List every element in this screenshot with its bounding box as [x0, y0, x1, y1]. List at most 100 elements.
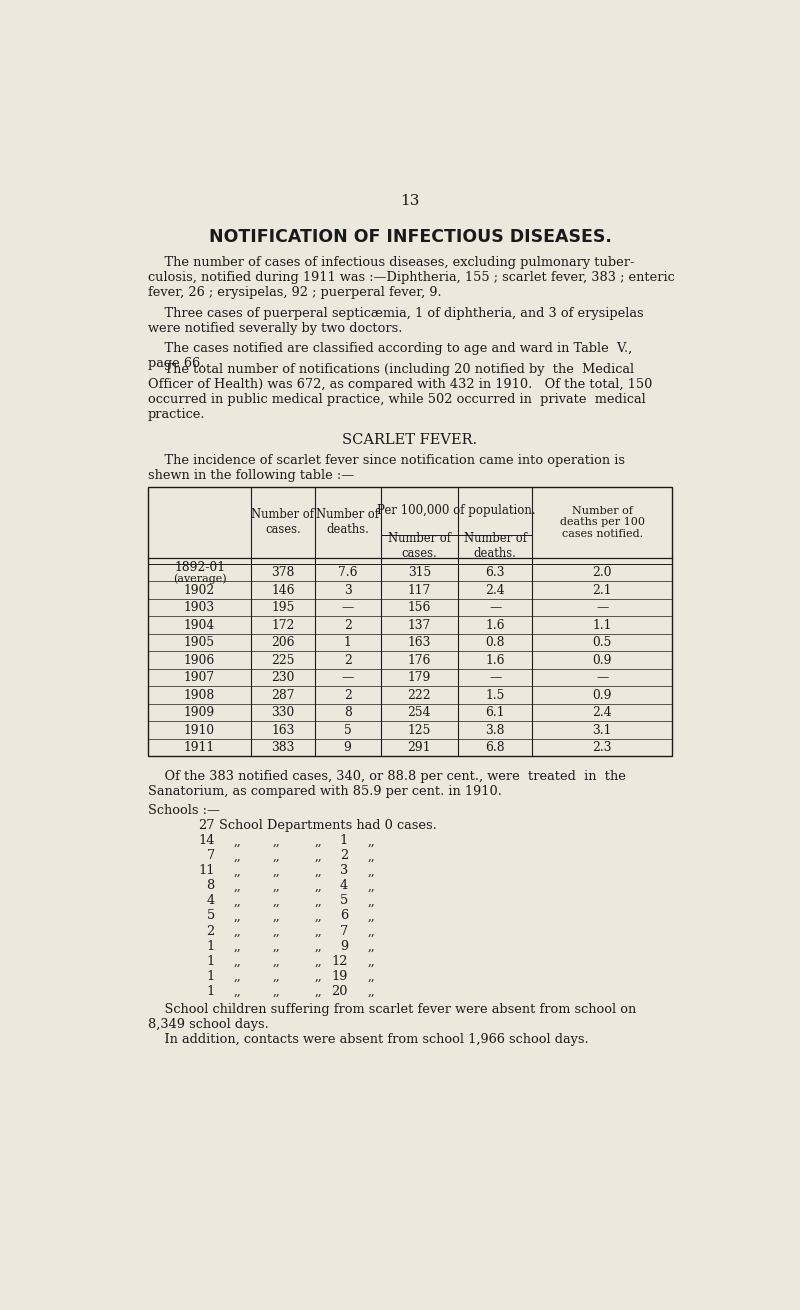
Text: 0.9: 0.9 [593, 654, 612, 667]
Text: 2: 2 [344, 618, 351, 631]
Text: 20: 20 [331, 985, 348, 998]
Text: 3.1: 3.1 [593, 723, 612, 736]
Text: 291: 291 [407, 741, 431, 755]
Text: ,,: ,, [314, 939, 322, 952]
Text: ,,: ,, [273, 969, 281, 982]
Text: 1906: 1906 [184, 654, 215, 667]
Text: 1903: 1903 [184, 601, 215, 614]
Text: 1.5: 1.5 [486, 689, 505, 702]
Text: 179: 179 [408, 671, 431, 684]
Text: 378: 378 [271, 566, 294, 579]
Text: ,,: ,, [367, 909, 375, 922]
Text: 156: 156 [408, 601, 431, 614]
Text: 6.3: 6.3 [486, 566, 505, 579]
Text: 137: 137 [408, 618, 431, 631]
Text: 3: 3 [344, 583, 351, 596]
Text: Number of
deaths per 100
cases notified.: Number of deaths per 100 cases notified. [560, 506, 645, 538]
Text: 230: 230 [271, 671, 294, 684]
Text: 4: 4 [206, 895, 214, 908]
Text: —: — [596, 601, 608, 614]
Text: 2.4: 2.4 [486, 583, 505, 596]
Text: 5: 5 [206, 909, 214, 922]
Text: ,,: ,, [314, 955, 322, 968]
Text: 1911: 1911 [184, 741, 215, 755]
Text: 2.1: 2.1 [593, 583, 612, 596]
Text: Per 100,000 of population.: Per 100,000 of population. [377, 504, 536, 517]
Text: Three cases of puerperal septicæmia, 1 of diphtheria, and 3 of erysipelas
were n: Three cases of puerperal septicæmia, 1 o… [148, 308, 644, 335]
Text: 6: 6 [340, 909, 348, 922]
Text: ,,: ,, [314, 925, 322, 938]
Text: ,,: ,, [273, 939, 281, 952]
Text: ,,: ,, [273, 865, 281, 878]
Text: 176: 176 [408, 654, 431, 667]
Text: 206: 206 [271, 637, 294, 648]
Text: 163: 163 [271, 723, 294, 736]
Text: 2.4: 2.4 [592, 706, 612, 719]
Text: ,,: ,, [234, 909, 242, 922]
Text: 7: 7 [340, 925, 348, 938]
Text: 330: 330 [271, 706, 294, 719]
Text: 1.6: 1.6 [486, 618, 505, 631]
Text: 2.3: 2.3 [593, 741, 612, 755]
Text: Schools :—: Schools :— [148, 804, 220, 817]
Text: 7: 7 [206, 849, 214, 862]
Text: Number of
cases.: Number of cases. [388, 532, 451, 561]
Text: ,,: ,, [273, 955, 281, 968]
Text: 2: 2 [344, 654, 351, 667]
Text: ,,: ,, [314, 985, 322, 998]
Text: ,,: ,, [234, 865, 242, 878]
Text: 1.6: 1.6 [486, 654, 505, 667]
Text: 19: 19 [332, 969, 348, 982]
Text: 1: 1 [206, 985, 214, 998]
Text: 146: 146 [271, 583, 294, 596]
Text: ,,: ,, [273, 879, 281, 892]
Text: 0.5: 0.5 [593, 637, 612, 648]
Text: Number of
deaths.: Number of deaths. [316, 508, 379, 536]
Text: 1: 1 [206, 969, 214, 982]
Text: ,,: ,, [234, 939, 242, 952]
Text: (average): (average) [173, 574, 226, 584]
Text: 1: 1 [344, 637, 351, 648]
Text: 1.1: 1.1 [593, 618, 612, 631]
Text: 4: 4 [340, 879, 348, 892]
Text: 0.8: 0.8 [486, 637, 505, 648]
Text: 5: 5 [340, 895, 348, 908]
Text: The cases notified are classified according to age and ward in Table  V.,
page 6: The cases notified are classified accord… [148, 342, 632, 369]
Text: ,,: ,, [273, 985, 281, 998]
Text: SCARLET FEVER.: SCARLET FEVER. [342, 432, 478, 447]
Text: 1905: 1905 [184, 637, 215, 648]
Text: Number of
deaths.: Number of deaths. [464, 532, 526, 561]
Text: 172: 172 [271, 618, 294, 631]
Text: 14: 14 [198, 834, 214, 848]
Text: —: — [489, 601, 502, 614]
Text: 1907: 1907 [184, 671, 215, 684]
Text: 8: 8 [344, 706, 351, 719]
Text: 0.9: 0.9 [593, 689, 612, 702]
Text: 117: 117 [408, 583, 431, 596]
Text: ,,: ,, [367, 895, 375, 908]
Text: 1: 1 [206, 955, 214, 968]
Text: 254: 254 [407, 706, 431, 719]
Text: 3: 3 [340, 865, 348, 878]
Text: —: — [596, 671, 608, 684]
Text: 12: 12 [331, 955, 348, 968]
Text: 1902: 1902 [184, 583, 215, 596]
Text: ,,: ,, [314, 879, 322, 892]
Text: ,,: ,, [234, 895, 242, 908]
Text: —: — [342, 601, 354, 614]
Text: 2: 2 [344, 689, 351, 702]
Bar [148, 487, 672, 756]
Text: ,,: ,, [367, 879, 375, 892]
Text: ,,: ,, [367, 925, 375, 938]
Text: ,,: ,, [273, 909, 281, 922]
Text: 163: 163 [408, 637, 431, 648]
Text: ,,: ,, [314, 849, 322, 862]
Text: NOTIFICATION OF INFECTIOUS DISEASES.: NOTIFICATION OF INFECTIOUS DISEASES. [209, 228, 611, 246]
Text: 2: 2 [340, 849, 348, 862]
Text: The number of cases of infectious diseases, excluding pulmonary tuber-
culosis, : The number of cases of infectious diseas… [148, 255, 674, 299]
Text: ,,: ,, [314, 834, 322, 848]
Text: 27: 27 [198, 819, 214, 832]
Text: ,,: ,, [367, 865, 375, 878]
Text: 1909: 1909 [184, 706, 215, 719]
Text: 125: 125 [408, 723, 431, 736]
